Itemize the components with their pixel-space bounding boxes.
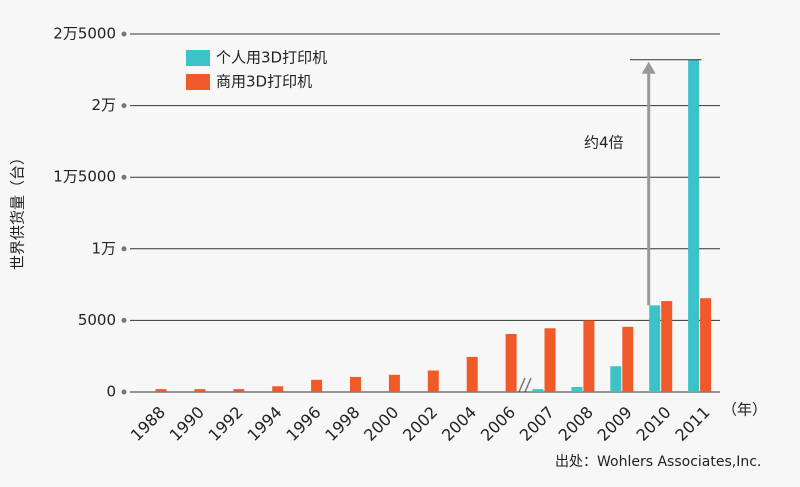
x-tick-label: 2008 [555, 403, 597, 445]
y-axis-label: 世界供货量（台） [9, 150, 27, 270]
bar [649, 305, 661, 392]
bar [350, 376, 361, 392]
bar [661, 301, 673, 392]
annotation: 约4倍 [584, 134, 624, 152]
arrow-head [641, 61, 656, 74]
x-tick-label: 2009 [594, 403, 636, 445]
y-tick-label: 2万 [91, 96, 116, 114]
bar [688, 59, 700, 392]
bar [622, 326, 634, 392]
bar [466, 356, 478, 392]
x-tick-label: 1996 [282, 403, 324, 445]
x-tick-label: 1990 [166, 403, 208, 445]
bar [272, 386, 284, 392]
bar [571, 386, 583, 392]
bar [700, 298, 712, 392]
tick-dot [121, 31, 127, 37]
x-unit: （年） [722, 401, 767, 419]
tick-dot [121, 174, 127, 180]
x-tick-label: 1998 [321, 403, 363, 445]
bar [155, 389, 167, 392]
tick-dot [121, 317, 127, 323]
tick-dot [121, 103, 127, 109]
axis-break [518, 377, 532, 393]
x-tick-label: 2004 [438, 403, 480, 445]
y-tick-label: 5000 [78, 311, 116, 329]
x-tick-label: 1994 [243, 403, 285, 445]
bar [532, 389, 544, 392]
bar [233, 389, 245, 392]
x-tick-label: 2010 [632, 403, 674, 445]
source: 出处：Wohlers Associates,Inc. [555, 454, 761, 470]
bar [427, 370, 439, 392]
x-tick-label: 2002 [399, 403, 441, 445]
x-tick-label: 2011 [671, 403, 713, 445]
x-tick-label: 1992 [205, 403, 247, 445]
x-tick-label: 2000 [360, 403, 402, 445]
legend-label: 个人用3D打印机 [216, 49, 327, 67]
x-tick-label: 1988 [127, 403, 169, 445]
y-tick-label: 0 [106, 383, 116, 401]
x-tick-label: 2007 [516, 403, 558, 445]
tick-dot [121, 246, 127, 252]
bar [610, 366, 622, 392]
legend-swatch [186, 74, 210, 90]
x-tick-label: 2006 [477, 403, 519, 445]
bar [311, 379, 323, 392]
tick-dot [121, 389, 127, 395]
bar [505, 334, 517, 392]
y-tick-label: 1万 [91, 239, 116, 257]
legend-label: 商用3D打印机 [216, 73, 312, 91]
y-tick-label: 2万5000 [53, 25, 116, 43]
bar [194, 389, 206, 392]
y-tick-label: 1万5000 [53, 168, 116, 186]
bar [388, 374, 400, 392]
bar [583, 320, 595, 392]
legend-swatch [186, 50, 210, 66]
bar [544, 328, 556, 392]
